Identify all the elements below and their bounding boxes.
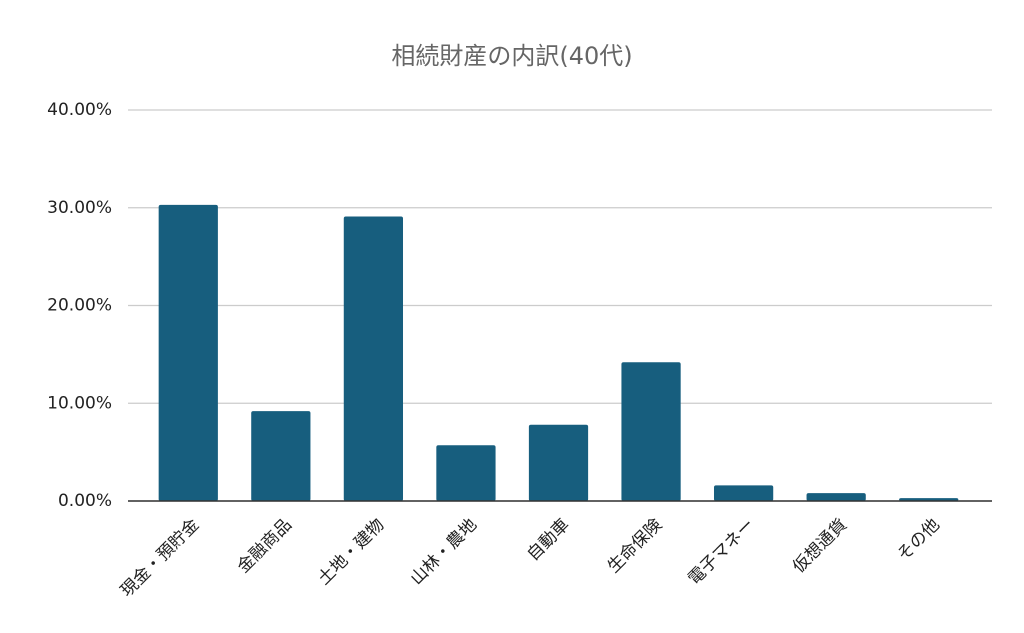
- x-tick-label: 現金・預貯金: [117, 515, 203, 601]
- bar: [806, 493, 866, 501]
- y-tick-label: 0.00%: [58, 491, 112, 511]
- x-tick-label: 仮想通貨: [789, 515, 851, 577]
- x-tick-label: 金融商品: [234, 515, 296, 577]
- bar: [528, 424, 589, 501]
- y-tick-label: 40.00%: [47, 100, 112, 120]
- bar: [158, 204, 218, 501]
- x-tick-label: 自動車: [523, 515, 573, 565]
- bar: [343, 216, 404, 502]
- x-tick-label: 土地・建物: [314, 515, 388, 589]
- x-tick-label: その他: [894, 515, 944, 565]
- x-tick-label: 生命保険: [604, 515, 666, 577]
- bar: [713, 485, 774, 501]
- x-tick-label: 山林・農地: [407, 515, 481, 589]
- bar: [251, 411, 311, 501]
- y-tick-label: 10.00%: [47, 393, 112, 413]
- bar: [621, 362, 681, 501]
- bar: [436, 445, 496, 501]
- chart-title: 相続財産の内訳(40代): [391, 42, 632, 70]
- y-tick-label: 20.00%: [47, 296, 112, 316]
- y-tick-label: 30.00%: [47, 198, 112, 218]
- x-tick-label: 電子マネー: [684, 515, 758, 589]
